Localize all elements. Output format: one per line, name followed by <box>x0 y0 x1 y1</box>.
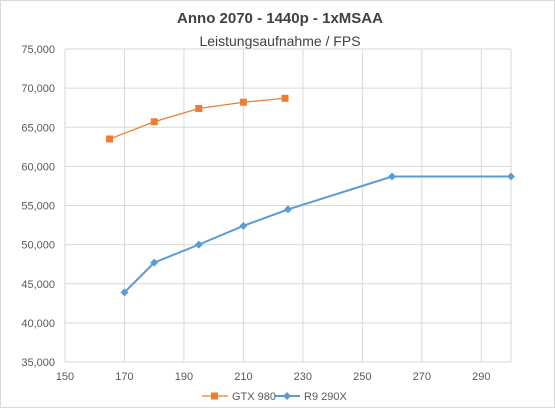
gridlines <box>64 48 512 363</box>
series-line <box>109 97 286 140</box>
data-point <box>120 288 129 297</box>
data-point <box>507 172 515 181</box>
y-tick-label: 75,000 <box>21 44 55 56</box>
y-tick-label: 35,000 <box>21 357 55 369</box>
data-point <box>194 240 203 249</box>
legend-marker <box>283 392 291 400</box>
data-point <box>150 258 159 267</box>
data-point <box>281 94 289 102</box>
data-point <box>195 104 203 112</box>
x-tick-label: 230 <box>294 371 312 383</box>
x-tick-label: 150 <box>56 371 74 383</box>
x-tick-label: 210 <box>234 371 252 383</box>
data-point <box>239 98 247 106</box>
x-tick-label: 170 <box>115 371 133 383</box>
series-line <box>123 175 511 294</box>
legend-marker <box>211 392 218 400</box>
y-tick-label: 55,000 <box>21 201 55 213</box>
series-group <box>106 94 515 297</box>
y-axis-ticks: 35,000 40,000 45,000 50,000 55,000 60,000 65,0… <box>21 44 55 369</box>
y-tick-label: 70,000 <box>21 83 55 95</box>
y-tick-label: 65,000 <box>21 122 55 134</box>
data-point <box>150 118 158 126</box>
data-point <box>284 205 292 214</box>
series-r9-290x <box>120 172 515 297</box>
legend-item: R9 290X <box>274 391 347 403</box>
chart-subtitle: Leistungsaufnahme / FPS <box>199 33 360 49</box>
x-tick-label: 190 <box>175 371 193 383</box>
x-tick-label: 290 <box>472 371 490 383</box>
data-point <box>106 135 114 143</box>
legend-label: GTX 980 <box>232 391 276 403</box>
x-tick-label: 270 <box>413 371 431 383</box>
data-point <box>388 172 397 181</box>
y-tick-label: 45,000 <box>21 279 55 291</box>
legend: GTX 980 R9 290X <box>202 391 347 403</box>
legend-item: GTX 980 <box>202 391 276 403</box>
y-tick-label: 60,000 <box>21 161 55 173</box>
chart-title: Anno 2070 - 1440p - 1xMSAA <box>177 10 383 27</box>
series-gtx-980 <box>106 94 289 143</box>
legend-label: R9 290X <box>304 391 347 403</box>
data-point <box>239 221 248 230</box>
y-tick-label: 40,000 <box>21 318 55 330</box>
x-tick-label: 250 <box>353 371 371 383</box>
y-tick-label: 50,000 <box>21 240 55 252</box>
x-axis-ticks: 150 170 190 210 230 250 270 290 <box>56 371 491 383</box>
